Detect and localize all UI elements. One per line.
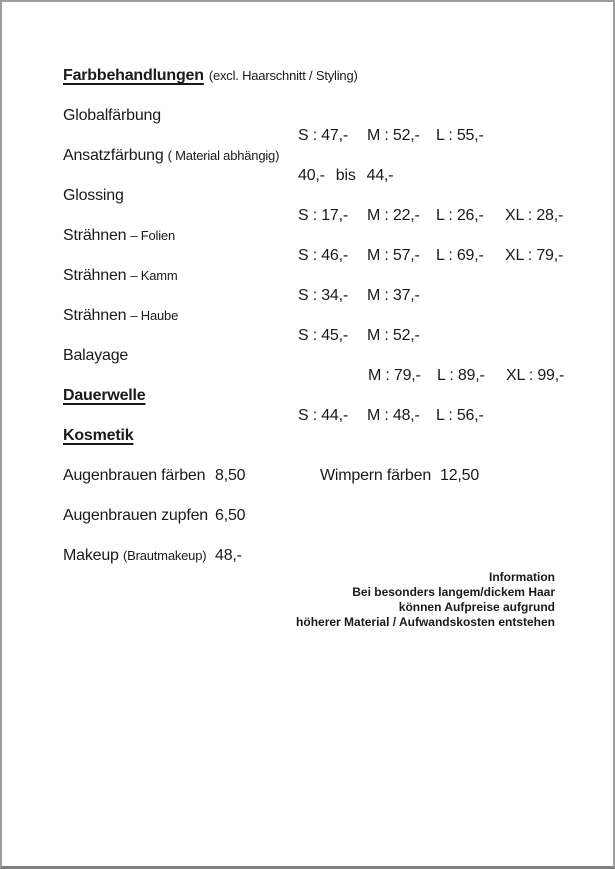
price-item: S : 17,- <box>298 207 348 224</box>
cosmetics-service-name: Makeup (Brautmakeup) <box>63 547 207 564</box>
price-item: XL : 79,- <box>505 247 564 264</box>
blank-line <box>63 486 613 506</box>
price-item: M : 52,- <box>367 327 420 344</box>
price-row: S : 34,- M : 37,- <box>63 286 613 306</box>
price-item: S : 45,- <box>298 327 348 344</box>
cosmetics-price: 6,50 <box>215 507 246 524</box>
blank-line <box>63 526 613 546</box>
price-item: L : 55,- <box>436 127 484 144</box>
price-row: S : 47,- M : 52,- L : 55,- <box>63 126 613 146</box>
service-row: Strähnen – Kamm <box>63 266 613 286</box>
service-row: Strähnen – Folien <box>63 226 613 246</box>
price-row: S : 44,- M : 48,- L : 56,- <box>63 406 613 426</box>
price-list: Globalfärbung S : 47,- M : 52,- L : 55,- Ans… <box>63 106 613 566</box>
price-item: L : 69,- <box>436 247 484 264</box>
info-title: Information <box>489 570 555 584</box>
blank-line <box>63 86 613 106</box>
blank-line <box>63 446 613 466</box>
service-name: Balayage <box>63 347 129 364</box>
service-row: Glossing <box>63 186 613 206</box>
price-item: L : 89,- <box>437 367 485 384</box>
service-name: Strähnen <box>63 267 127 284</box>
section-heading: Dauerwelle <box>63 387 146 404</box>
cosmetics-service-name: Wimpern färben <box>320 467 432 484</box>
cosmetics-service-name: Augenbrauen färben <box>63 467 206 484</box>
cosmetics-service-note: (Brautmakeup) <box>122 548 207 563</box>
price-item: M : 79,- <box>368 367 421 384</box>
service-name: Ansatzfärbung <box>63 147 164 164</box>
info-line: können Aufpreise aufgrund <box>398 600 555 614</box>
price-spacer <box>298 366 368 386</box>
section-subtitle: (excl. Haarschnitt / Styling) <box>208 68 358 83</box>
price-item: S : 47,- <box>298 127 348 144</box>
service-row: Globalfärbung <box>63 106 613 126</box>
service-note: – Haube <box>130 308 179 323</box>
section-heading-row: Kosmetik <box>63 426 613 446</box>
price-item: XL : 28,- <box>505 207 564 224</box>
service-name: Glossing <box>63 187 124 204</box>
price-item: S : 46,- <box>298 247 348 264</box>
cosmetics-price: 8,50 <box>215 467 246 484</box>
price-item: M : 57,- <box>367 247 420 264</box>
section-heading-row: Dauerwelle <box>63 386 613 406</box>
price-item: M : 37,- <box>367 287 420 304</box>
price-item: M : 48,- <box>367 407 420 424</box>
service-note: ( Material abhängig) <box>167 148 280 163</box>
service-note: – Folien <box>130 228 175 243</box>
price-item: S : 34,- <box>298 287 348 304</box>
price-row: S : 45,- M : 52,- <box>63 326 613 346</box>
price-row: S : 17,- M : 22,- L : 26,- XL : 28,- <box>63 206 613 226</box>
price-range-separator: bis <box>335 167 356 184</box>
cosmetics-price: 48,- <box>215 547 242 564</box>
cosmetics-row: Makeup (Brautmakeup) 48,- <box>63 546 613 566</box>
service-name: Strähnen <box>63 227 127 244</box>
price-item: M : 52,- <box>367 127 420 144</box>
price-item: L : 26,- <box>436 207 484 224</box>
service-name: Strähnen <box>63 307 127 324</box>
price-to: 44,- <box>366 167 394 184</box>
cosmetics-row: Augenbrauen färben 8,50 Wimpern färben 12,5… <box>63 466 613 486</box>
cosmetics-row: Augenbrauen zupfen 6,50 <box>63 506 613 526</box>
service-row: Strähnen – Haube <box>63 306 613 326</box>
section-heading: Kosmetik <box>63 427 134 444</box>
price-item: L : 56,- <box>436 407 484 424</box>
price-row: S : 46,- M : 57,- L : 69,- XL : 79,- <box>63 246 613 266</box>
info-block: Information Bei besonders langem/dickem … <box>63 570 613 630</box>
service-note: – Kamm <box>130 268 178 283</box>
info-line: Bei besonders langem/dickem Haar <box>352 585 555 599</box>
service-row: Ansatzfärbung( Material abhängig) <box>63 146 613 166</box>
section-title: Farbbehandlungen <box>63 67 204 84</box>
price-item: M : 22,- <box>367 207 420 224</box>
cosmetics-service-name: Augenbrauen zupfen <box>63 507 208 524</box>
price-from: 40,- <box>298 167 325 184</box>
cosmetics-price: 12,50 <box>440 467 480 484</box>
info-line: höherer Material / Aufwandskosten entste… <box>296 615 555 629</box>
page-heading: Farbbehandlungen (excl. Haarschnitt / Sty… <box>63 66 613 86</box>
service-row: Balayage <box>63 346 613 366</box>
price-range-row: 40,- bis 44,- <box>63 166 613 186</box>
service-name: Globalfärbung <box>63 107 161 124</box>
price-item: XL : 99,- <box>506 367 565 384</box>
price-item: S : 44,- <box>298 407 348 424</box>
price-row: M : 79,- L : 89,- XL : 99,- <box>63 366 613 386</box>
